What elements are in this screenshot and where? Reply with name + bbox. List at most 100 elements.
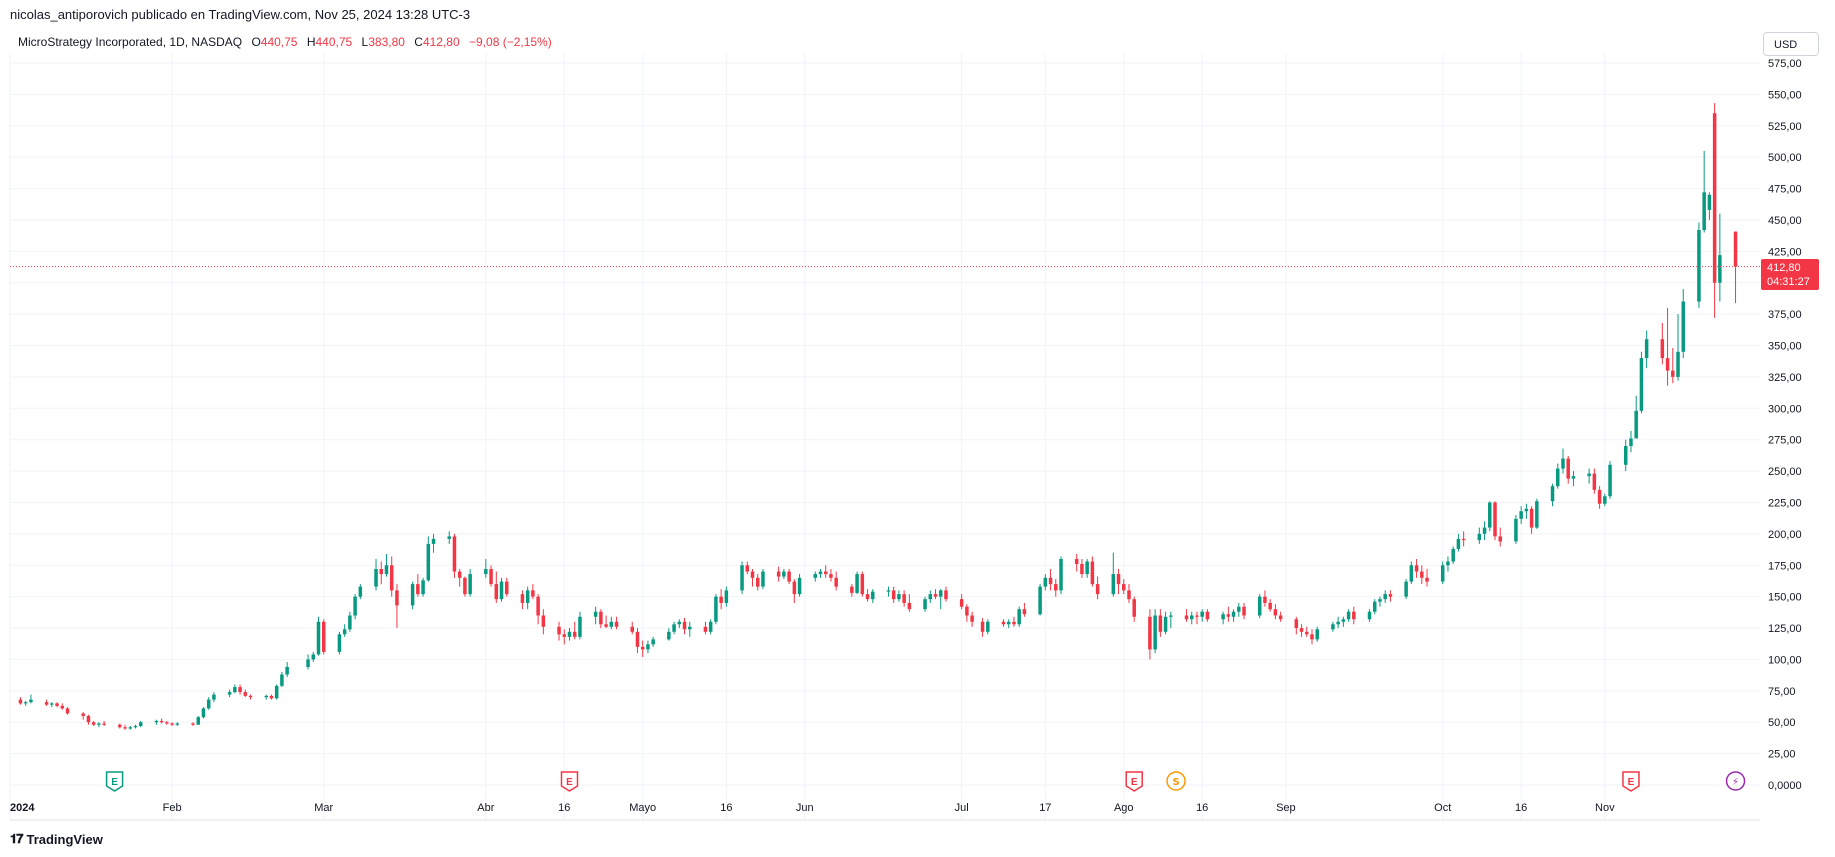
candle — [823, 565, 828, 578]
price-tick-label: 25,00 — [1768, 749, 1796, 761]
price-tick-label: 575,00 — [1768, 58, 1802, 70]
candle-body — [44, 702, 49, 705]
earnings-up-marker[interactable]: E — [105, 771, 124, 792]
candle-body — [97, 723, 101, 725]
candle-body — [1001, 621, 1006, 625]
candle-body — [557, 626, 561, 635]
candle-body — [1378, 599, 1382, 602]
candle — [750, 569, 755, 587]
candle-body — [348, 615, 352, 630]
time-tick-label: Oct — [1434, 802, 1451, 814]
candle — [426, 536, 431, 582]
change-value: −9,08 (−2,15%) — [469, 35, 552, 49]
candle — [1639, 351, 1644, 414]
time-axis[interactable]: 2024 Feb Mar Abr 16 Mayo 16 Jun Jul 17 Ago 16 Sep Oct… — [10, 802, 1615, 814]
candle — [457, 569, 462, 587]
candle — [1090, 556, 1095, 587]
tradingview-logo[interactable]: 𝟏𝟕 TradingView — [10, 831, 103, 847]
candle — [1660, 322, 1665, 365]
candle — [44, 699, 49, 706]
earnings-down-marker[interactable]: E — [560, 771, 579, 792]
candle — [1697, 222, 1701, 308]
candle-body — [384, 565, 389, 575]
candle-body — [243, 692, 248, 696]
candle — [965, 604, 969, 622]
grid — [9, 53, 1760, 820]
candle-body — [238, 687, 242, 693]
candle-body — [81, 713, 85, 716]
price-tick-label: 475,00 — [1768, 184, 1802, 196]
candle-body — [1556, 468, 1560, 487]
symbol-title[interactable]: MicroStrategy Incorporated, 1D, NASDAQ — [18, 35, 243, 49]
candle — [609, 616, 614, 630]
price-tick-label: 0,0000 — [1768, 780, 1802, 792]
candle-body — [1022, 609, 1027, 615]
candle-body — [1571, 476, 1576, 479]
candle — [18, 697, 23, 705]
candle-body — [593, 611, 598, 617]
candle-body — [891, 590, 896, 600]
candle-body — [923, 599, 927, 610]
time-tick-label: 16 — [1196, 802, 1208, 814]
candle-body — [1587, 473, 1591, 477]
open-label: O — [251, 35, 261, 49]
candle — [1205, 609, 1210, 622]
time-tick-label: Mayo — [629, 802, 656, 814]
candle — [902, 590, 906, 607]
candle-body — [1346, 611, 1351, 620]
earnings-down-marker[interactable]: E — [1622, 771, 1640, 792]
candle — [431, 533, 436, 553]
candle — [97, 722, 101, 728]
time-tick-label: Abr — [477, 802, 494, 814]
candle-body — [1702, 192, 1706, 231]
candle — [593, 606, 598, 625]
price-tick-label: 375,00 — [1768, 309, 1802, 321]
candle-body — [1080, 564, 1084, 575]
close-value: 412,80 — [422, 35, 460, 49]
currency-selector[interactable]: USD — [1763, 32, 1819, 56]
candle-body — [646, 644, 650, 650]
candle — [274, 684, 279, 700]
open-value: 440,75 — [260, 35, 298, 49]
candle — [1148, 609, 1152, 660]
candle — [1608, 461, 1612, 499]
candle — [1561, 448, 1565, 474]
candle — [1022, 602, 1027, 617]
candle — [755, 574, 760, 591]
candle-body — [1158, 615, 1163, 632]
candle — [688, 621, 692, 637]
high-label: H — [306, 35, 316, 49]
candle-body — [1707, 194, 1712, 210]
candle — [1305, 626, 1309, 637]
split-marker[interactable]: S — [1166, 771, 1186, 791]
candle-body — [1566, 458, 1570, 479]
candle — [761, 569, 765, 590]
candle — [1059, 556, 1063, 595]
candle — [243, 689, 248, 698]
candle — [1310, 629, 1314, 645]
candle — [1268, 599, 1272, 612]
event-marker[interactable]: ⚡ — [1725, 771, 1746, 791]
candle — [1440, 561, 1445, 585]
candle-body — [504, 581, 509, 595]
candle — [1587, 468, 1591, 484]
candle-body — [1561, 458, 1565, 469]
candle — [1331, 621, 1335, 632]
candle-body — [965, 606, 969, 616]
candle-body — [280, 674, 284, 686]
candle-body — [353, 596, 357, 616]
candle — [871, 589, 875, 603]
candle-body — [1122, 584, 1126, 591]
earnings-down-marker[interactable]: E — [1125, 771, 1143, 792]
candle — [1446, 556, 1450, 572]
candle-body — [118, 724, 122, 728]
price-axis[interactable]: 0,0000 25,00 50,00 75,00 100,00 125,00 150,00 1… — [1768, 58, 1802, 792]
time-tick-label: Jun — [796, 802, 814, 814]
candle — [572, 621, 577, 640]
earnings-icon — [1622, 771, 1640, 792]
candle — [138, 720, 143, 728]
candle-body — [1461, 538, 1466, 541]
candle-body — [91, 722, 96, 725]
price-tick-label: 225,00 — [1768, 497, 1802, 509]
